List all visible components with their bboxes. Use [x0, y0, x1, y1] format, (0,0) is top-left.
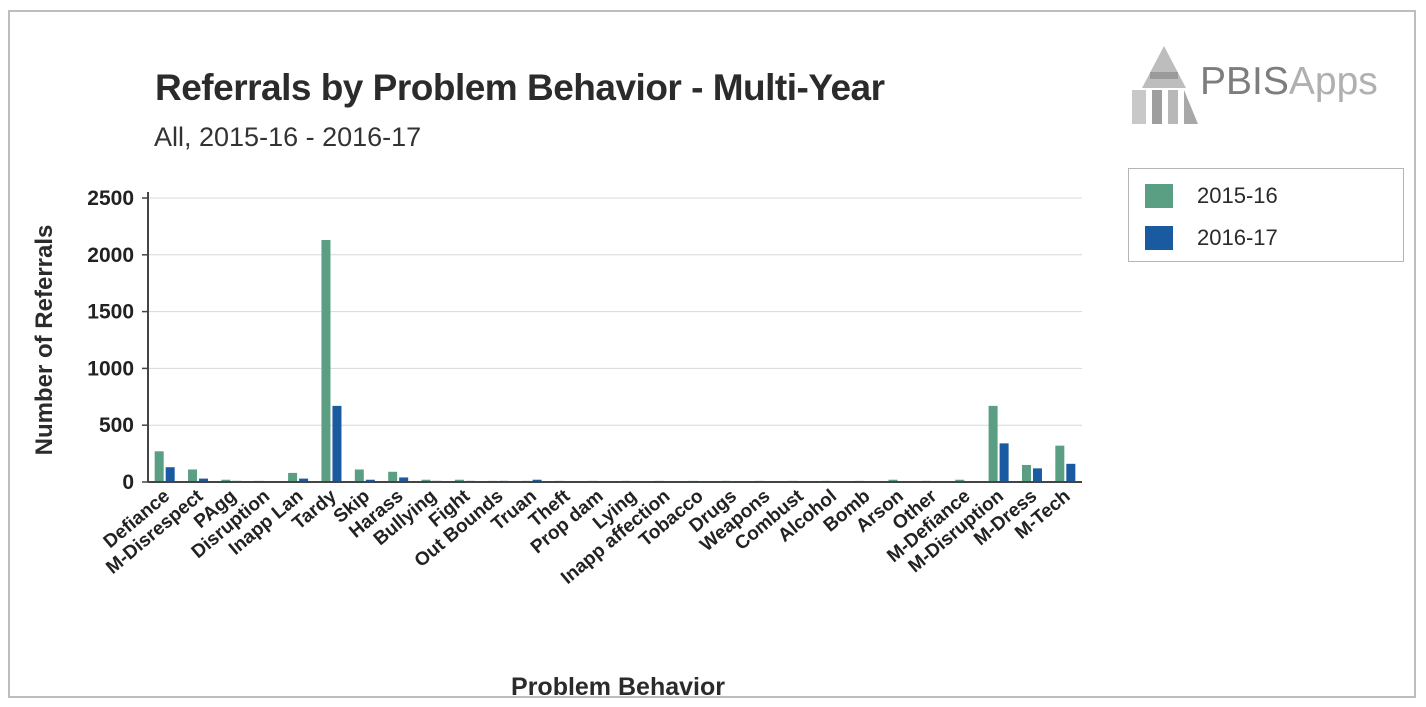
- legend-item-2015-16[interactable]: 2015-16: [1145, 181, 1278, 211]
- bar-2015-16-bullying: [421, 479, 431, 482]
- y-tick-label: 1000: [87, 357, 134, 380]
- bar-2015-16-m-defiance: [955, 479, 965, 482]
- y-tick-label: 500: [99, 414, 134, 437]
- chart-subtitle: All, 2015-16 - 2016-17: [154, 122, 422, 152]
- bar-2015-16-fight: [454, 479, 464, 482]
- bar-2015-16-skip: [354, 469, 364, 482]
- y-tick-label: 0: [122, 471, 134, 494]
- legend-label: 2016-17: [1197, 225, 1278, 250]
- bar-2015-16-defiance: [154, 451, 164, 482]
- bar-2015-16-tardy: [321, 240, 331, 482]
- bar-2015-16-inapp-lan: [288, 472, 298, 482]
- chart-title: Referrals by Problem Behavior - Multi-Ye…: [155, 67, 885, 108]
- chart-legend: 2015-16 2016-17: [1128, 168, 1404, 262]
- logo-mark-icon: [1132, 46, 1198, 124]
- bar-2015-16-m-disruption: [988, 405, 998, 482]
- bar-2016-17-inapp-lan: [299, 478, 309, 482]
- bar-2016-17-harass: [399, 477, 409, 482]
- bar-2015-16-arson: [888, 479, 898, 482]
- bar-2015-16-harass: [388, 471, 398, 482]
- bar-2016-17-tardy: [332, 405, 342, 482]
- y-tick-label: 2000: [87, 244, 134, 267]
- logo-wordmark: PBISApps: [1200, 60, 1378, 103]
- bar-2016-17-defiance: [165, 467, 175, 482]
- legend-swatch-2015-16: [1145, 184, 1173, 208]
- legend-item-2016-17[interactable]: 2016-17: [1145, 223, 1278, 253]
- bar-2016-17-m-disrespect: [199, 478, 209, 482]
- legend-label: 2015-16: [1197, 183, 1278, 208]
- bar-2015-16-m-dress: [1021, 464, 1031, 482]
- bar-2016-17-skip: [365, 479, 375, 482]
- bar-2015-16-m-disrespect: [188, 469, 198, 482]
- bar-2016-17-m-disruption: [999, 443, 1009, 482]
- bar-2016-17-truan: [532, 479, 542, 482]
- y-tick-label: 1500: [87, 301, 134, 324]
- chart-card: Referrals by Problem Behavior - Multi-Ye…: [8, 10, 1416, 698]
- bar-2015-16-pagg: [221, 479, 231, 482]
- y-tick-label: 2500: [87, 187, 134, 210]
- y-axis-title: Number of Referrals: [31, 225, 58, 456]
- bar-2015-16-m-tech: [1055, 445, 1065, 482]
- legend-swatch-2016-17: [1145, 226, 1173, 250]
- pbisapps-logo: PBISApps: [1128, 44, 1408, 126]
- bar-2016-17-m-tech: [1066, 463, 1076, 482]
- bar-2016-17-m-dress: [1032, 468, 1042, 482]
- x-axis-title: Problem Behavior: [511, 673, 725, 701]
